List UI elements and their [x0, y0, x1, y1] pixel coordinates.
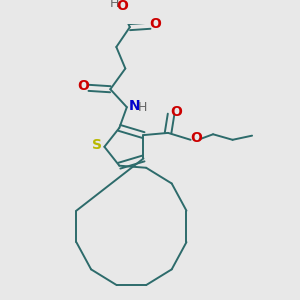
Text: O: O	[117, 0, 129, 13]
Text: O: O	[149, 17, 161, 31]
Text: O: O	[190, 131, 202, 146]
Text: O: O	[170, 106, 182, 119]
Text: H: H	[110, 0, 119, 10]
Text: O: O	[77, 79, 89, 93]
Text: H: H	[138, 101, 148, 114]
Text: N: N	[128, 99, 140, 113]
Text: S: S	[92, 138, 102, 152]
